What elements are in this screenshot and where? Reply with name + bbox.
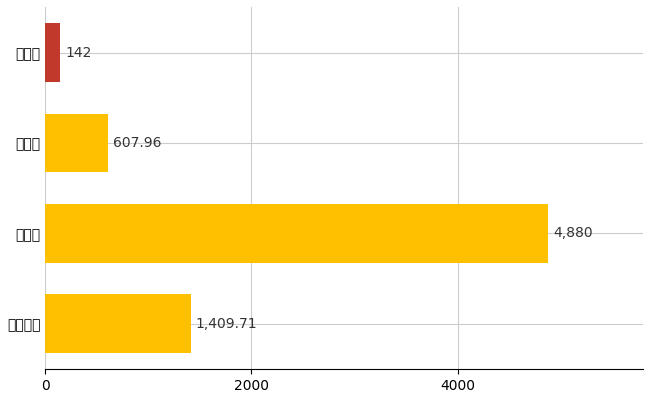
Text: 4,880: 4,880 xyxy=(553,226,593,240)
Bar xyxy=(46,114,108,172)
Bar xyxy=(46,294,190,353)
Text: 142: 142 xyxy=(65,46,92,60)
Text: 607.96: 607.96 xyxy=(113,136,162,150)
Text: 1,409.71: 1,409.71 xyxy=(196,316,257,330)
Bar xyxy=(46,204,548,263)
Bar xyxy=(46,24,60,82)
